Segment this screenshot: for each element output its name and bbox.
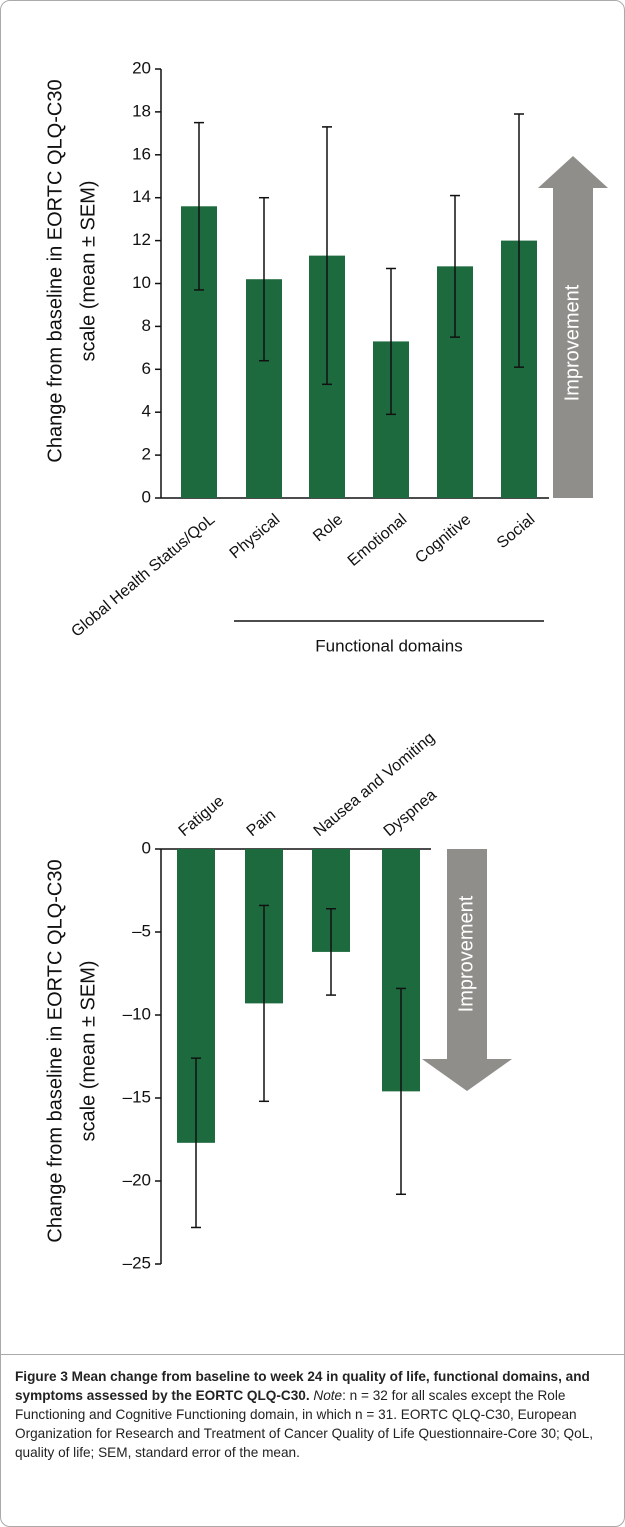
y-tick-label: 4 bbox=[142, 402, 151, 421]
y-tick-label: 10 bbox=[132, 273, 151, 292]
group-label: Functional domains bbox=[315, 636, 462, 655]
y-tick-label: –25 bbox=[123, 1253, 151, 1272]
note-label: Note bbox=[313, 1388, 343, 1403]
y-tick-label: –15 bbox=[123, 1087, 151, 1106]
x-tick-label: Emotional bbox=[345, 511, 410, 570]
y-tick-label: 8 bbox=[142, 316, 151, 335]
y-tick-label: 0 bbox=[142, 838, 151, 857]
improvement-arrow bbox=[422, 849, 512, 1091]
y-tick-label: 14 bbox=[132, 187, 151, 206]
x-tick-label: Global Health Status/QoL bbox=[68, 511, 218, 641]
y-tick-label: –10 bbox=[123, 1004, 151, 1023]
y-axis-label: Change from baseline in EORTC QLQ-C30 bbox=[44, 859, 66, 1242]
caption-title: Figure 3 Mean change from baseline to we… bbox=[15, 1369, 590, 1403]
x-tick-label: Dyspnea bbox=[381, 786, 440, 840]
x-tick-label: Pain bbox=[244, 806, 279, 840]
x-tick-label: Social bbox=[494, 511, 538, 552]
caption: Figure 3 Mean change from baseline to we… bbox=[1, 1354, 624, 1474]
annotation: Improvement bbox=[455, 895, 477, 1012]
y-tick-label: 18 bbox=[132, 101, 151, 120]
x-tick-label: Physical bbox=[227, 511, 284, 562]
y-tick-label: 6 bbox=[142, 359, 151, 378]
charts: Change from baseline in EORTC QLQ-C30 sca… bbox=[44, 58, 608, 1272]
x-tick-label: Role bbox=[310, 511, 346, 545]
y-axis-label: scale (mean ± SEM) bbox=[77, 180, 99, 361]
y-tick-label: –20 bbox=[123, 1170, 151, 1189]
caption-note: : n = 32 for all scales except the Role … bbox=[15, 1388, 594, 1460]
y-tick-label: –5 bbox=[132, 921, 151, 940]
improvement-arrow bbox=[538, 156, 608, 498]
y-tick-label: 2 bbox=[142, 445, 151, 464]
y-tick-label: 16 bbox=[132, 144, 151, 163]
x-tick-label: Fatigue bbox=[176, 793, 228, 840]
y-tick-label: 0 bbox=[142, 487, 151, 506]
x-tick-label: Nausea and Vomiting bbox=[311, 729, 438, 840]
annotation: Improvement bbox=[561, 284, 583, 401]
y-tick-label: 12 bbox=[132, 230, 151, 249]
y-axis-label: Change from baseline in EORTC QLQ-C30 bbox=[44, 79, 66, 462]
x-tick-label: Cognitive bbox=[412, 511, 474, 567]
y-tick-label: 20 bbox=[132, 58, 151, 77]
y-axis-label: scale (mean ± SEM) bbox=[77, 960, 99, 1141]
